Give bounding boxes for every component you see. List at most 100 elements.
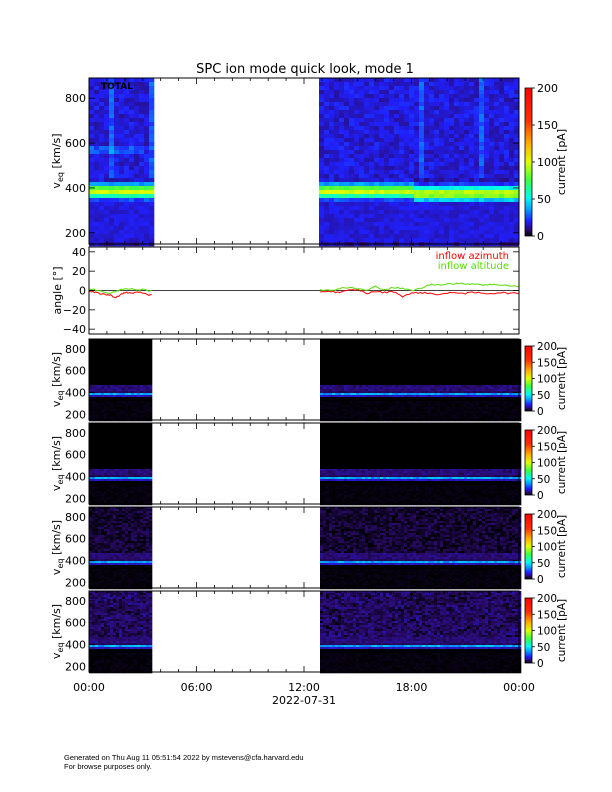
y-axis-label: angle [°]: [51, 266, 64, 314]
heatmap-sector-3: [89, 507, 522, 590]
y-tick-label: 800: [65, 595, 86, 608]
y-tick-label: 400: [65, 555, 86, 568]
panel-total: 0 50 100 150 200 current [pA] TOTAL veq [km/s] 2…: [50, 77, 568, 247]
y-tick-label: 0: [79, 285, 86, 298]
y-tick-label: 200: [65, 493, 86, 506]
heatmap-total: [89, 78, 520, 247]
legend-entry: inflow altitude: [438, 261, 509, 272]
heatmap-sector-4: [89, 591, 522, 674]
heatmap-sector-2: [89, 423, 522, 506]
series-line: [319, 282, 519, 292]
y-tick-label: 600: [65, 137, 86, 150]
colorbar-tick-label: 200: [537, 425, 557, 437]
y-tick-label: 800: [65, 92, 86, 105]
y-tick-label: 800: [65, 511, 86, 524]
y-tick-label: −20: [63, 304, 86, 317]
colorbar-tick-label: 200: [537, 341, 557, 353]
colorbar-label: current [pA]: [555, 129, 568, 195]
colorbar-tick-label: 150: [537, 357, 557, 369]
series-line: [88, 290, 152, 299]
colorbar-gradient: [524, 429, 533, 496]
colorbar-label: current [pA]: [556, 599, 568, 662]
colorbar-tick-label: 0: [537, 490, 544, 502]
footer: Generated on Thu Aug 11 05:51:54 2022 by…: [64, 753, 304, 771]
colorbar-label: current [pA]: [556, 347, 568, 410]
colorbar-tick-label: 200: [537, 82, 558, 95]
panel-annotation: TOTAL: [101, 82, 133, 92]
colorbar-tick-label: 0: [537, 230, 544, 243]
x-tick-label: 00:00: [503, 681, 535, 694]
x-tick-label: 12:00: [288, 681, 320, 694]
x-axis-date-label: 2022-07-31: [272, 694, 336, 707]
footer-generated: Generated on Thu Aug 11 05:51:54 2022 by…: [64, 753, 304, 762]
y-axis-label: veq [km/s]: [50, 133, 65, 188]
colorbar-gradient: [524, 345, 533, 412]
heatmap-sector-1: [89, 339, 522, 422]
colorbar-tick-label: 50: [537, 193, 551, 206]
colorbar-total: 0 50 100 150 200 current [pA]: [524, 82, 568, 243]
y-tick-label: 400: [65, 387, 86, 400]
colorbar-tick-label: 100: [537, 156, 558, 169]
colorbar-tick-label: 100: [537, 374, 557, 386]
colorbar-gradient: [524, 513, 533, 580]
footer-note: For browse purposes only.: [64, 762, 152, 771]
series-line: [88, 287, 152, 294]
colorbar-label: current [pA]: [556, 515, 568, 578]
colorbar-tick-label: 150: [537, 441, 557, 453]
y-axis-label: veq [km/s]: [50, 352, 65, 407]
colorbar-tick-label: 100: [537, 458, 557, 470]
y-axis-label: veq [km/s]: [50, 520, 65, 575]
colorbar-tick-label: 150: [537, 119, 558, 132]
colorbar-tick-label: 50: [537, 474, 550, 486]
y-tick-label: 800: [65, 343, 86, 356]
colorbar-tick-label: 0: [537, 406, 544, 418]
x-tick-label: 00:00: [73, 681, 105, 694]
y-tick-label: −40: [63, 323, 86, 336]
colorbar-tick-label: 100: [537, 542, 557, 554]
y-tick-label: 200: [65, 577, 86, 590]
colorbar-tick-label: 0: [537, 658, 544, 670]
legend-entry: inflow azimuth: [436, 251, 509, 262]
x-tick-label: 06:00: [181, 681, 213, 694]
colorbar-tick-label: 50: [537, 558, 550, 570]
colorbar-label: current [pA]: [556, 431, 568, 494]
colorbar-tick-label: 200: [537, 593, 557, 605]
y-tick-label: 600: [65, 617, 86, 630]
y-tick-label: 800: [65, 427, 86, 440]
y-tick-label: 400: [65, 471, 86, 484]
y-axis-label: veq [km/s]: [50, 436, 65, 491]
y-tick-label: 600: [65, 449, 86, 462]
colorbar-tick-label: 50: [537, 642, 550, 654]
y-tick-label: 20: [72, 265, 86, 278]
colorbar-tick-label: 150: [537, 525, 557, 537]
colorbar-tick-label: 200: [537, 509, 557, 521]
x-tick-label: 18:00: [396, 681, 428, 694]
y-tick-label: 40: [72, 246, 86, 259]
y-tick-label: 400: [65, 182, 86, 195]
y-axis-label: veq [km/s]: [50, 604, 65, 659]
colorbar-gradient: [524, 87, 533, 237]
y-tick-label: 600: [65, 533, 86, 546]
series-line: [320, 288, 519, 298]
colorbar-tick-label: 150: [537, 609, 557, 621]
y-tick-label: 200: [65, 661, 86, 674]
colorbar-tick-label: 100: [537, 626, 557, 638]
figure-title: SPC ion mode quick look, mode 1: [196, 62, 414, 77]
y-tick-label: 600: [65, 365, 86, 378]
y-tick-label: 200: [65, 227, 86, 240]
y-tick-label: 200: [65, 409, 86, 422]
colorbar-tick-label: 0: [537, 574, 544, 586]
colorbar-gradient: [524, 597, 533, 664]
y-tick-label: 400: [65, 639, 86, 652]
colorbar-tick-label: 50: [537, 390, 550, 402]
